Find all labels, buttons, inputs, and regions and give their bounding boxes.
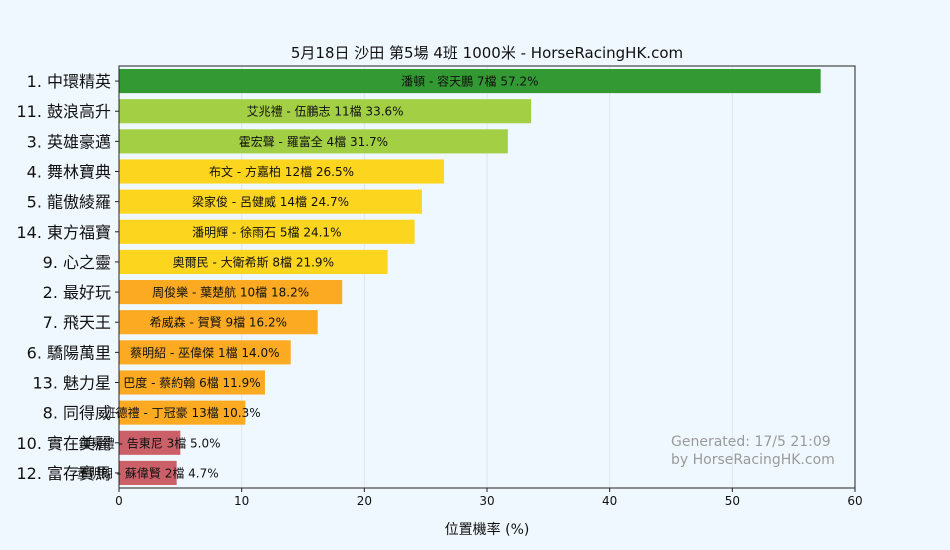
bars [119,69,821,485]
y-tick-label: 13. 魅力星 [32,374,111,393]
bar [119,340,291,365]
bar-label: 潘頓 - 容天鵬 7檔 57.2% [401,74,538,89]
bar-label: 周俊樂 - 葉楚航 10檔 18.2% [152,285,309,300]
x-tick-label: 60 [847,494,862,508]
bar-label: 布文 - 方嘉柏 12檔 26.5% [209,164,354,179]
bar-label: 奧爾民 - 大衛希斯 8檔 21.9% [173,254,334,269]
bar [119,280,343,305]
bar [119,430,181,455]
bar [119,99,532,124]
y-tick-label: 8. 同得威 [43,404,111,423]
bar [119,129,508,154]
x-tick-label: 30 [479,494,494,508]
generated-annotation: Generated: 17/5 21:09 [671,434,831,450]
y-tick-label: 3. 英雄豪邁 [27,132,111,151]
y-axis: 1. 中環精英 11. 鼓浪高升 3. 英雄豪邁 4. 舞林寶典 5. 龍傲綾羅 14. … [16,72,119,483]
y-tick-label: 6. 驕陽萬里 [27,343,111,362]
x-tick-label: 0 [115,494,123,508]
x-tick-label: 40 [602,494,617,508]
bar-label: 梁家俊 - 呂健威 14檔 24.7% [192,194,349,209]
chart-title: 5月18日 沙田 第5場 4班 1000米 - HorseRacingHK.co… [291,44,683,62]
y-tick-label: 12. 富存寶馬 [16,464,111,483]
x-tick-label: 20 [357,494,372,508]
bar-label: 鍾易禮 - 告東尼 3檔 5.0% [79,436,221,450]
y-tick-label: 14. 東方福寶 [16,223,111,242]
y-tick-label: 5. 龍傲綾羅 [27,193,111,212]
x-tick-label: 10 [234,494,249,508]
bar [119,370,265,395]
y-tick-label: 2. 最好玩 [43,283,111,302]
bar-labels: 潘頓 - 容天鵬 7檔 57.2% 艾兆禮 - 伍鵬志 11檔 33.6% 霍宏聲 … [77,74,539,481]
bar-label: 艾兆禮 - 伍鵬志 11檔 33.6% [247,105,404,119]
bar-label: 蔡明紹 - 巫偉傑 1檔 14.0% [130,346,279,360]
bar [119,460,177,485]
y-tick-label: 10. 實在美麗 [16,434,111,453]
x-axis-label: 位置機率 (%) [445,521,530,538]
bar [119,219,415,244]
y-tick-label: 1. 中環精英 [27,72,111,91]
bar [119,310,318,335]
y-tick-label: 4. 舞林寶典 [27,163,111,182]
bar-label: 班德禮 - 丁冠豪 13檔 10.3% [104,405,261,420]
bar-label: 希威森 - 賀賢 9檔 16.2% [150,315,287,330]
bar [119,159,445,184]
x-tick-label: 50 [725,494,740,508]
source-annotation: by HorseRacingHK.com [671,452,835,468]
bar [119,189,422,214]
bar [119,69,821,94]
bar-label: 霍宏聲 - 羅富全 4檔 31.7% [239,134,388,149]
y-tick-label: 11. 鼓浪高升 [16,102,111,121]
bar [119,400,246,425]
x-axis: 0 10 20 30 40 50 60 [115,488,863,508]
plot-area: 潘頓 - 容天鵬 7檔 57.2% 艾兆禮 - 伍鵬志 11檔 33.6% 霍宏聲 … [77,65,856,489]
bar-label: 潘明輝 - 徐雨石 5檔 24.1% [192,224,341,239]
bar [119,249,388,274]
y-tick-label: 7. 飛天王 [43,313,111,332]
bar-label: 巴度 - 蔡約翰 6檔 11.9% [123,375,260,390]
bar-label: 董明朗 - 蘇偉賢 2檔 4.7% [77,466,219,480]
y-tick-label: 9. 心之靈 [43,253,111,272]
